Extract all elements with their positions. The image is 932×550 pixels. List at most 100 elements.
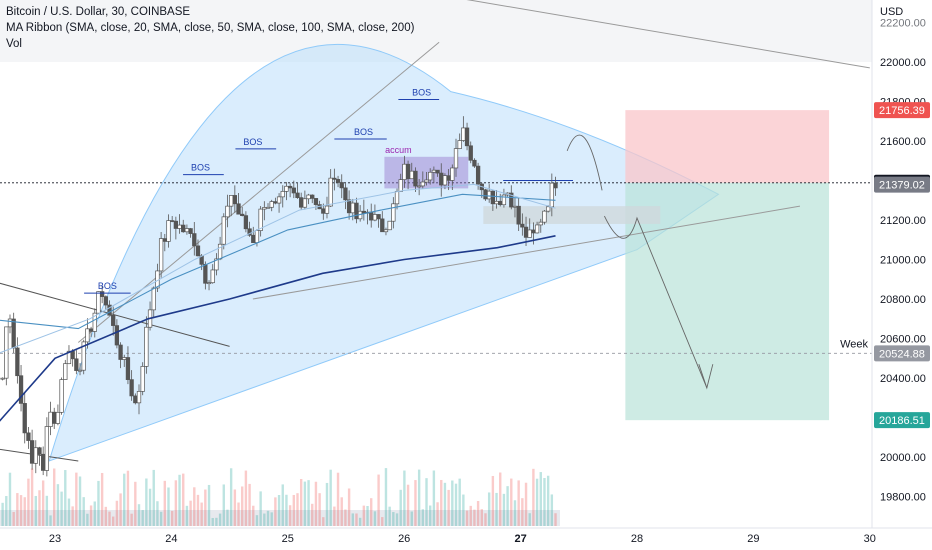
price-tag[interactable] [874, 412, 930, 429]
candle-body[interactable] [475, 165, 481, 185]
stop-loss-zone[interactable] [625, 110, 830, 183]
volume-bar[interactable] [27, 478, 30, 526]
volume-bar[interactable] [469, 505, 472, 526]
candle-body[interactable] [361, 210, 366, 214]
candle-body[interactable] [457, 140, 462, 149]
candle-body[interactable] [99, 291, 105, 297]
volume-bar[interactable] [443, 482, 447, 526]
candle-body[interactable] [468, 145, 473, 161]
volume-bar[interactable] [41, 480, 45, 526]
volume-bar[interactable] [189, 500, 192, 526]
candle-body[interactable] [122, 357, 127, 360]
candle-body[interactable] [92, 312, 97, 332]
volume-bar[interactable] [226, 509, 229, 526]
candle-body[interactable] [96, 291, 101, 314]
candle-body[interactable] [265, 206, 271, 209]
candle-body[interactable] [472, 159, 477, 167]
volume-bar[interactable] [53, 468, 56, 526]
volume-bar[interactable] [115, 500, 119, 526]
volume-bar[interactable] [462, 494, 465, 526]
candle-body[interactable] [177, 224, 182, 229]
candle-body[interactable] [446, 175, 451, 181]
volume-bar[interactable] [502, 493, 506, 526]
candle-body[interactable] [29, 440, 35, 464]
volume-bar[interactable] [19, 495, 23, 526]
candle-body[interactable] [63, 363, 68, 380]
candle-body[interactable] [236, 203, 241, 215]
candle-body[interactable] [52, 411, 57, 424]
volume-bar[interactable] [384, 468, 388, 526]
volume-bar[interactable] [318, 493, 321, 526]
candle-body[interactable] [313, 198, 319, 205]
trend-line[interactable] [253, 0, 870, 69]
volume-bar[interactable] [196, 494, 200, 526]
volume-bar[interactable] [86, 513, 89, 526]
candle-body[interactable] [442, 175, 448, 186]
volume-bar[interactable] [281, 484, 284, 526]
volume-bar[interactable] [215, 517, 218, 526]
volume-bar[interactable] [532, 468, 535, 526]
candle-body[interactable] [376, 214, 381, 220]
volume-bar[interactable] [333, 506, 336, 526]
candle-body[interactable] [254, 230, 260, 243]
candle-body[interactable] [262, 207, 267, 210]
candle-body[interactable] [487, 190, 492, 200]
candle-body[interactable] [287, 185, 293, 189]
volume-bar[interactable] [104, 506, 108, 526]
volume-bar[interactable] [440, 479, 443, 526]
candle-body[interactable] [354, 202, 359, 220]
candle-body[interactable] [26, 432, 31, 441]
candle-body[interactable] [15, 347, 20, 377]
candle-body[interactable] [346, 199, 352, 214]
candle-body[interactable] [118, 344, 123, 360]
candle-body[interactable] [195, 245, 201, 257]
candle-body[interactable] [273, 201, 278, 204]
volume-bar[interactable] [93, 501, 96, 526]
candle-body[interactable] [70, 350, 75, 360]
volume-bar[interactable] [45, 495, 49, 526]
volume-bar[interactable] [130, 513, 133, 526]
supply-zone-box[interactable] [483, 206, 661, 224]
volume-bar[interactable] [123, 473, 126, 526]
candle-body[interactable] [369, 211, 374, 221]
volume-bar[interactable] [484, 513, 487, 526]
volume-bar[interactable] [539, 472, 542, 526]
candle-body[interactable] [22, 403, 27, 434]
trend-line[interactable] [252, 205, 801, 300]
volume-bar[interactable] [108, 511, 111, 526]
volume-bar[interactable] [454, 483, 458, 526]
candle-body[interactable] [170, 220, 175, 222]
candle-body[interactable] [184, 228, 190, 233]
volume-bar[interactable] [23, 497, 26, 526]
volume-bar[interactable] [38, 490, 41, 526]
volume-bar[interactable] [12, 511, 15, 526]
volume-bar[interactable] [307, 480, 310, 526]
candle-body[interactable] [85, 328, 90, 343]
candle-body[interactable] [387, 220, 392, 231]
volume-bar[interactable] [141, 510, 144, 526]
projection-path[interactable] [566, 134, 708, 389]
price-axis[interactable] [872, 0, 932, 550]
price-tag[interactable] [874, 176, 930, 193]
volume-bar[interactable] [373, 511, 377, 526]
candle-body[interactable] [258, 208, 263, 231]
volume-bar[interactable] [174, 480, 178, 526]
volume-bar[interactable] [112, 516, 115, 526]
candle-body[interactable] [81, 341, 86, 371]
volume-bar[interactable] [329, 469, 332, 526]
candle-body[interactable] [553, 182, 558, 189]
volume-bar[interactable] [521, 498, 524, 526]
candle-body[interactable] [299, 197, 304, 208]
volume-bar[interactable] [370, 498, 373, 526]
volume-bar[interactable] [340, 497, 343, 526]
volume-bar[interactable] [417, 469, 421, 526]
volume-bar[interactable] [543, 478, 546, 526]
volume-bar[interactable] [351, 513, 354, 526]
volume-bar[interactable] [344, 509, 347, 526]
candle-body[interactable] [512, 205, 518, 208]
candle-body[interactable] [280, 190, 285, 198]
candle-body[interactable] [173, 220, 179, 229]
candle-body[interactable] [520, 223, 525, 228]
volume-indicator[interactable]: Vol [6, 38, 22, 50]
candle-body[interactable] [534, 224, 540, 234]
